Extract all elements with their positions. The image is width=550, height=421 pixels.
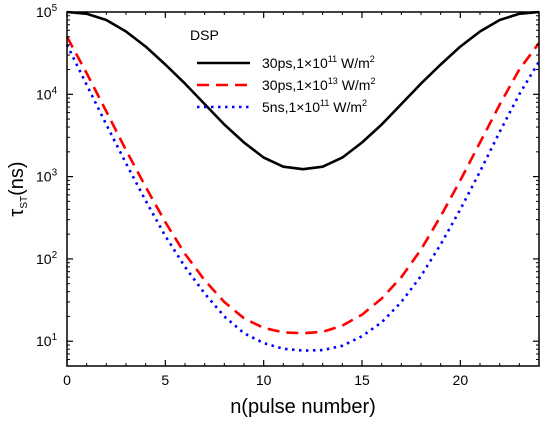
legend: DSP 30ps,1×1011 W/m2 30ps,1×1013 W/m2 5n… [190, 27, 375, 115]
x-axis-title: n(pulse number) [230, 396, 376, 418]
x-tick-label: 15 [354, 372, 370, 388]
y-tick-label: 104 [36, 85, 58, 102]
legend-label-series-1: 30ps,1×1011 W/m2 [262, 54, 375, 71]
x-tick-label: 20 [453, 372, 469, 388]
legend-label-series-3: 5ns,1×1011 W/m2 [262, 98, 367, 115]
series-line-2 [65, 36, 541, 335]
y-tick-label: 105 [36, 3, 58, 20]
x-tick-label: 0 [63, 372, 71, 388]
y-tick-label: 101 [36, 332, 58, 349]
x-tick-label: 5 [161, 372, 169, 388]
tick-layer: 0 5 10 15 20 101 102 103 104 105 [36, 3, 539, 388]
y-tick-label: 103 [36, 168, 58, 185]
legend-label-series-2: 30ps,1×1013 W/m2 [262, 76, 375, 93]
legend-title: DSP [190, 27, 219, 43]
x-tick-label: 10 [256, 372, 272, 388]
series-layer [65, 10, 541, 352]
y-axis-title: τST(ns) [6, 161, 30, 216]
series-line-1 [66, 10, 540, 171]
y-tick-label: 102 [36, 250, 58, 267]
